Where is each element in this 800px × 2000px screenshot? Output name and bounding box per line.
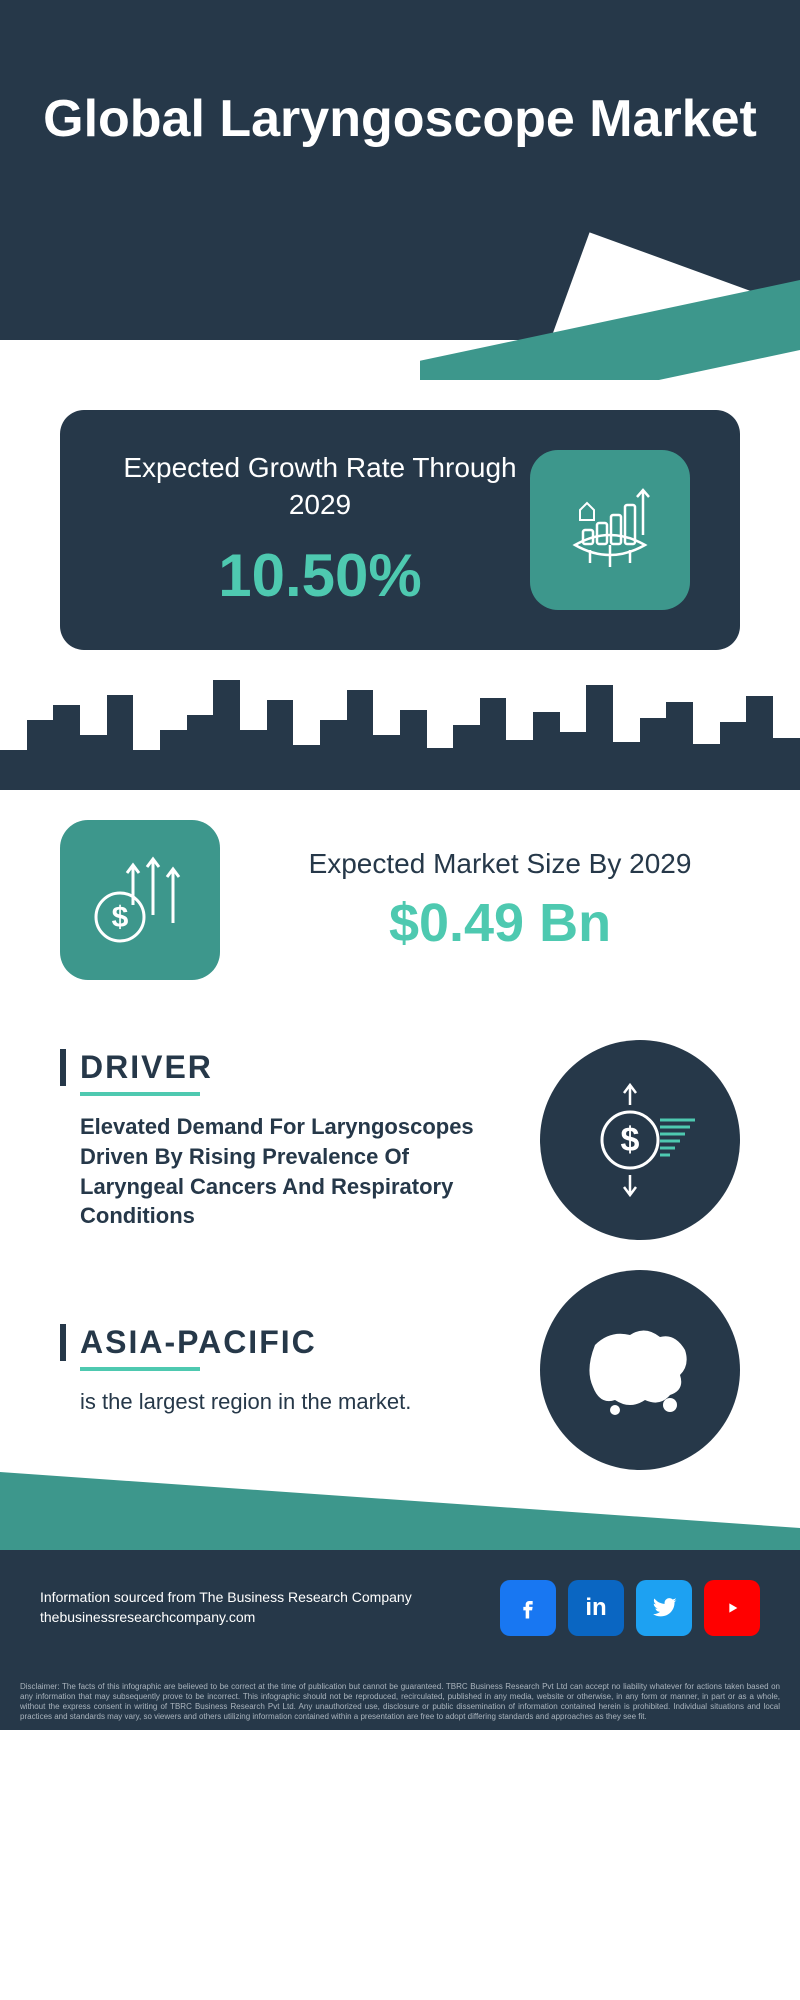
- social-links: in: [500, 1580, 760, 1636]
- svg-text:$: $: [621, 1121, 640, 1159]
- driver-heading: DRIVER: [60, 1049, 510, 1086]
- market-size-section: $ Expected Market Size By 2029 $0.49 Bn: [0, 790, 800, 1010]
- header-bg-dark: [0, 0, 800, 340]
- market-size-label: Expected Market Size By 2029: [260, 846, 740, 882]
- linkedin-icon[interactable]: in: [568, 1580, 624, 1636]
- driver-body: Elevated Demand For Laryngoscopes Driven…: [60, 1112, 510, 1231]
- source-text: Information sourced from The Business Re…: [40, 1588, 412, 1627]
- globe-map-icon: [540, 1270, 740, 1470]
- region-underline: [80, 1367, 200, 1371]
- region-heading: ASIA-PACIFIC: [60, 1324, 510, 1361]
- driver-block: DRIVER Elevated Demand For Laryngoscopes…: [60, 1040, 740, 1240]
- region-body: is the largest region in the market.: [60, 1387, 510, 1417]
- market-size-value: $0.49 Bn: [260, 892, 740, 954]
- source-line1: Information sourced from The Business Re…: [40, 1588, 412, 1608]
- youtube-icon[interactable]: [704, 1580, 760, 1636]
- dollar-arrows-icon: $: [60, 820, 220, 980]
- driver-circle-icon: $: [540, 1040, 740, 1240]
- region-block: ASIA-PACIFIC is the largest region in th…: [60, 1270, 740, 1470]
- svg-text:$: $: [112, 901, 129, 934]
- growth-card: Expected Growth Rate Through 2029 10.50%: [60, 410, 740, 650]
- page-title: Global Laryngoscope Market: [0, 90, 800, 150]
- twitter-icon[interactable]: [636, 1580, 692, 1636]
- region-text: ASIA-PACIFIC is the largest region in th…: [60, 1324, 510, 1417]
- footer-bar: Information sourced from The Business Re…: [0, 1550, 800, 1730]
- driver-text: DRIVER Elevated Demand For Laryngoscopes…: [60, 1049, 510, 1231]
- disclaimer-text: Disclaimer: The facts of this infographi…: [20, 1682, 780, 1722]
- growth-label: Expected Growth Rate Through 2029: [110, 450, 530, 523]
- header-banner: Global Laryngoscope Market: [0, 0, 800, 380]
- growth-value: 10.50%: [110, 541, 530, 610]
- source-line2: thebusinessresearchcompany.com: [40, 1608, 412, 1628]
- growth-chart-icon: [530, 450, 690, 610]
- facebook-icon[interactable]: [500, 1580, 556, 1636]
- driver-underline: [80, 1092, 200, 1096]
- footer: Information sourced from The Business Re…: [0, 1530, 800, 1730]
- skyline-divider: [0, 660, 800, 790]
- growth-text-block: Expected Growth Rate Through 2029 10.50%: [110, 450, 530, 610]
- market-size-text-block: Expected Market Size By 2029 $0.49 Bn: [260, 846, 740, 954]
